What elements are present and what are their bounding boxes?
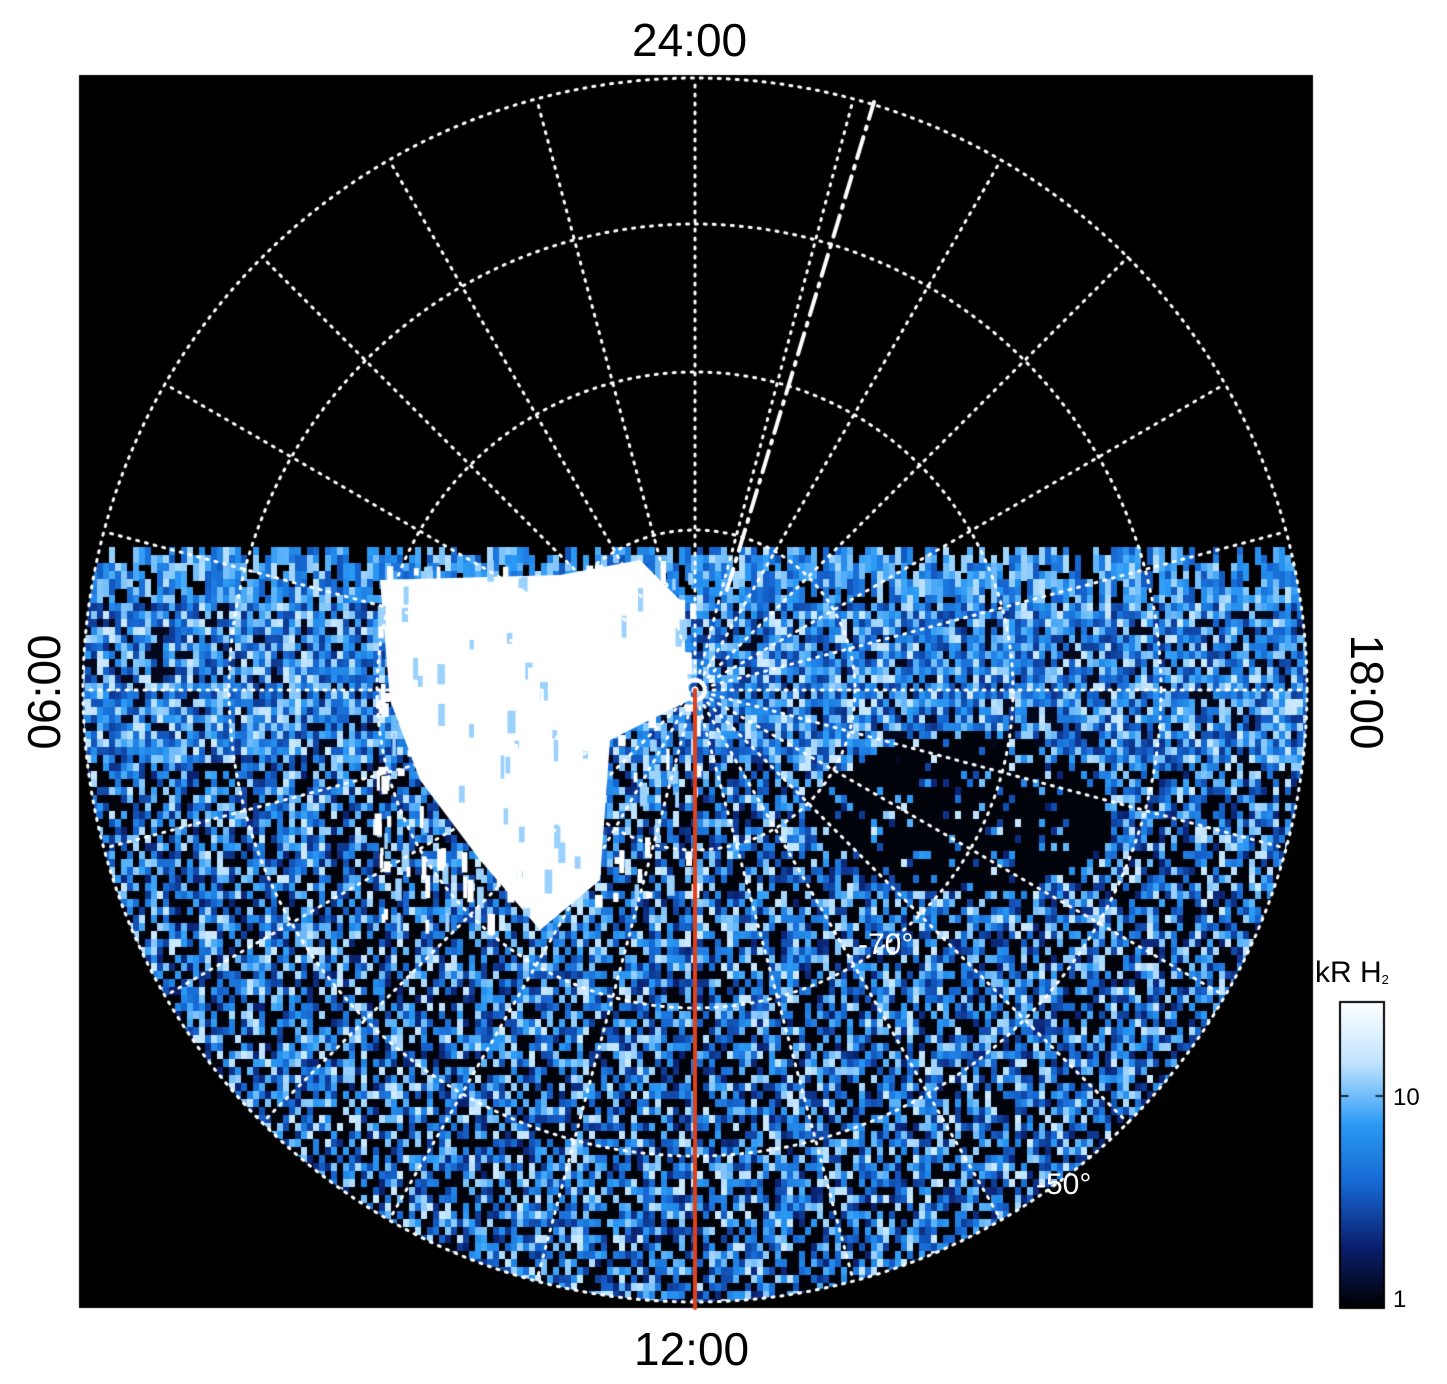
local-time-label-noon: 12:00 [634, 1323, 750, 1375]
colorbar-title-text: kR H [1315, 956, 1382, 989]
colorbar-title-subscript: 2 [1381, 972, 1389, 987]
local-time-label-dawn: 06:00 [18, 634, 70, 750]
colorbar-tick-1: 1 [1393, 1286, 1407, 1313]
latitude-label-inner: -70° [858, 928, 914, 961]
local-time-label-midnight: 24:00 [632, 14, 748, 66]
colorbar-tick-10: 10 [1393, 1084, 1420, 1111]
local-time-label-dusk: 18:00 [1341, 634, 1393, 750]
latitude-label-outer: -50° [1036, 1168, 1092, 1201]
colorbar-title: kR H2 [1315, 958, 1389, 988]
